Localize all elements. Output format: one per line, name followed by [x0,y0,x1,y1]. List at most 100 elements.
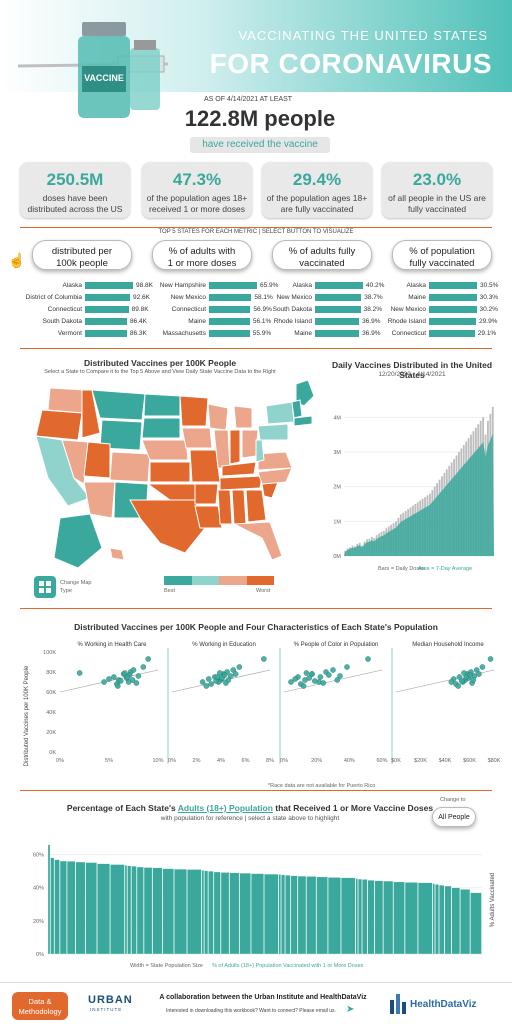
map-state-ga[interactable] [245,489,267,523]
scatter-point[interactable] [232,671,239,677]
scatter-point[interactable] [145,656,151,662]
map-state-ma-ct[interactable] [293,415,313,427]
scatter-point[interactable] [334,677,341,683]
state-adult-bar[interactable] [187,869,202,955]
scatter-point[interactable] [117,678,124,684]
state-adult-bar[interactable] [417,882,433,955]
map-state-az[interactable] [83,481,116,519]
state-adult-bar[interactable] [264,873,279,955]
top5-bar[interactable] [315,282,363,289]
scatter-point[interactable] [325,672,332,678]
map-state-ky[interactable] [221,461,257,477]
state-adult-bar[interactable] [75,861,86,955]
map-state-in[interactable] [229,429,241,465]
scatter-point[interactable] [300,683,307,689]
scatter-point[interactable] [227,673,234,679]
state-adult-bar[interactable] [174,869,187,955]
scatter-point[interactable] [225,677,232,683]
state-adult-bar[interactable] [204,870,209,955]
state-adult-bar[interactable] [127,865,132,955]
state-adult-bar[interactable] [306,876,317,955]
scatter-point[interactable] [205,676,212,682]
metric-button-adults-one-dose[interactable]: % of adults with 1 or more doses [152,240,252,270]
scatter-point[interactable] [208,681,214,687]
scatter-point[interactable] [199,679,206,685]
state-adult-bar[interactable] [251,873,264,955]
send-email-icon[interactable]: ➤ [346,1004,355,1015]
state-adult-bar[interactable] [85,862,97,955]
map-state-me[interactable] [295,379,315,407]
scatter-point[interactable] [106,676,112,682]
us-choropleth-map[interactable] [30,378,320,578]
state-adult-bar[interactable] [404,882,418,955]
change-map-type-button[interactable] [34,576,56,598]
map-state-wv[interactable] [255,439,265,463]
scatter-point[interactable] [365,656,371,662]
scatter-point[interactable] [458,678,465,684]
top5-bar[interactable] [315,330,360,337]
state-adult-bar[interactable] [316,876,328,955]
state-adult-bar[interactable] [220,872,230,955]
scatter-point[interactable] [124,674,131,680]
scatter-point[interactable] [344,664,350,670]
state-adult-bar[interactable] [297,875,307,955]
scatter-point[interactable] [230,667,237,673]
map-state-la[interactable] [194,505,223,529]
daily-vaccines-chart[interactable]: 0M 1M 2M 3M 4M [322,380,502,570]
scatter-point[interactable] [288,679,294,685]
map-state-co[interactable] [109,451,151,483]
state-adult-bar[interactable] [470,892,482,955]
map-state-wa[interactable] [47,387,86,414]
top5-bar[interactable] [429,318,477,325]
scatter-point[interactable] [337,673,343,679]
map-state-id[interactable] [81,389,101,439]
map-state-vt-nh[interactable] [291,399,303,419]
scatter-panels[interactable]: Distributed Vaccines per 100K People 0K 20… [20,636,500,786]
map-state-tn[interactable] [219,475,263,491]
state-adult-bar[interactable] [110,864,125,955]
state-adult-bar[interactable] [367,880,375,955]
state-adult-bar[interactable] [59,860,67,955]
map-state-ar[interactable] [194,483,219,505]
top5-bar[interactable] [85,318,127,325]
map-state-ut[interactable] [83,441,111,479]
top5-bar[interactable] [429,294,477,301]
map-state-nd[interactable] [143,393,181,417]
scatter-point[interactable] [221,672,228,678]
scatter-point[interactable] [130,667,137,673]
top5-bar[interactable] [315,294,362,301]
map-state-wy[interactable] [99,419,143,451]
state-adult-bar[interactable] [152,867,163,955]
state-adult-bar[interactable] [281,874,286,955]
scatter-point[interactable] [487,656,494,662]
scatter-point[interactable] [76,670,83,676]
scatter-point[interactable] [101,679,107,685]
scatter-point[interactable] [115,683,121,689]
map-state-tx[interactable] [129,499,206,554]
map-state-ks[interactable] [149,461,191,483]
scatter-point[interactable] [455,683,462,689]
map-state-ny[interactable] [265,401,295,425]
top5-bar[interactable] [85,306,129,313]
map-state-ak[interactable] [53,513,103,569]
map-state-mo[interactable] [189,449,221,483]
state-adult-bar[interactable] [435,884,439,955]
top5-bar[interactable] [429,282,477,289]
top5-bar[interactable] [209,306,251,313]
scatter-point[interactable] [306,675,313,681]
top5-bar[interactable] [85,282,133,289]
state-adult-bar[interactable] [136,866,144,955]
state-adult-bar[interactable] [278,874,281,955]
scatter-point[interactable] [320,680,327,686]
map-state-pa[interactable] [257,423,289,441]
state-adult-bar[interactable] [124,865,128,955]
state-adult-bar[interactable] [451,887,461,955]
map-state-ms[interactable] [217,489,233,525]
state-adult-bar[interactable] [239,872,251,955]
scatter-point[interactable] [121,670,128,676]
state-adult-bar[interactable] [460,889,471,955]
adults-vaccinated-chart[interactable]: % Adults Vaccinated 0% 20% 40% 60% [20,830,500,962]
top5-bar[interactable] [209,282,257,289]
state-adult-bar[interactable] [290,875,298,955]
scatter-point[interactable] [448,679,455,685]
